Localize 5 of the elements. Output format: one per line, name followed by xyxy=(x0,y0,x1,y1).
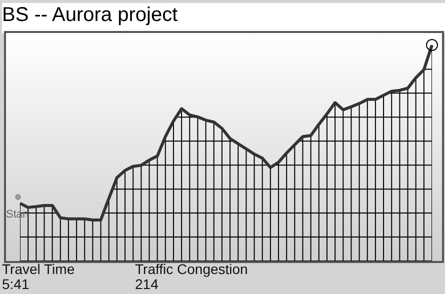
text: 5:41 xyxy=(2,276,30,292)
text: Traffic Congestion xyxy=(135,261,248,277)
text: 214 xyxy=(135,276,160,292)
chart-title: BS -- Aurora project xyxy=(2,3,445,33)
text: Travel Time xyxy=(2,261,75,277)
